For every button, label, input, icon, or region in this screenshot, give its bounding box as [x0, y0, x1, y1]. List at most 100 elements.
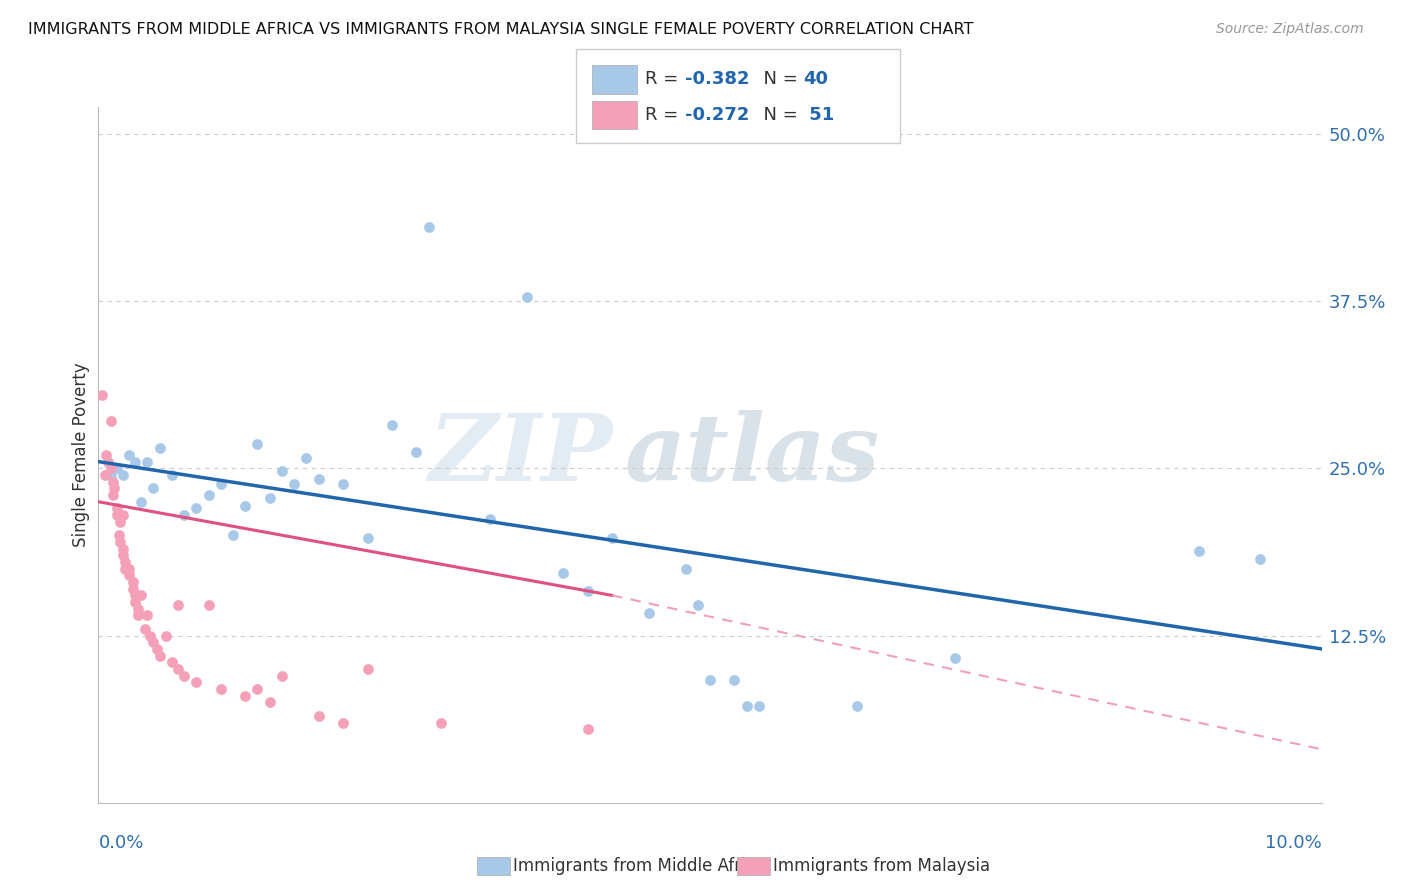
Text: N =: N =	[752, 70, 804, 88]
Point	[723, 673, 745, 687]
Point	[134, 622, 156, 636]
Text: N =: N =	[752, 106, 804, 124]
Point	[167, 598, 190, 612]
Point	[259, 491, 281, 505]
Point	[114, 562, 136, 576]
Y-axis label: Single Female Poverty: Single Female Poverty	[72, 363, 90, 547]
Point	[943, 651, 966, 665]
Point	[197, 598, 219, 612]
Point	[295, 450, 318, 465]
Point	[259, 696, 281, 710]
Text: 0.0%: 0.0%	[98, 834, 143, 852]
Point	[124, 589, 146, 603]
Point	[1249, 552, 1271, 566]
Text: -0.272: -0.272	[685, 106, 749, 124]
Point	[356, 662, 378, 676]
Text: atlas: atlas	[624, 410, 880, 500]
Point	[576, 723, 599, 737]
Point	[478, 512, 501, 526]
Point	[127, 608, 149, 623]
Point	[100, 461, 122, 475]
Point	[699, 673, 721, 687]
Point	[186, 501, 208, 516]
Point	[233, 499, 256, 513]
Point	[233, 689, 256, 703]
Text: Immigrants from Malaysia: Immigrants from Malaysia	[773, 857, 990, 875]
Point	[246, 437, 269, 451]
Point	[93, 468, 115, 483]
Point	[136, 455, 159, 469]
Point	[111, 508, 134, 523]
Text: 51: 51	[803, 106, 834, 124]
Point	[100, 468, 122, 483]
Point	[111, 548, 134, 563]
Point	[118, 562, 141, 576]
Point	[142, 635, 165, 649]
Text: R =: R =	[645, 70, 685, 88]
Point	[118, 568, 141, 582]
Point	[103, 482, 125, 496]
Point	[124, 455, 146, 469]
Point	[114, 555, 136, 569]
Point	[121, 575, 143, 590]
Point	[576, 584, 599, 599]
Point	[186, 675, 208, 690]
Point	[332, 477, 354, 491]
Point	[332, 715, 354, 730]
Point	[149, 648, 172, 663]
Point	[136, 608, 159, 623]
Point	[356, 531, 378, 545]
Point	[308, 708, 330, 723]
Point	[111, 468, 134, 483]
Text: ZIP: ZIP	[427, 410, 612, 500]
Point	[124, 595, 146, 609]
Point	[129, 494, 152, 508]
Text: Source: ZipAtlas.com: Source: ZipAtlas.com	[1216, 22, 1364, 37]
Text: R =: R =	[645, 106, 685, 124]
Point	[405, 445, 427, 459]
Point	[94, 448, 117, 462]
Point	[127, 602, 149, 616]
Point	[121, 582, 143, 596]
Point	[283, 477, 305, 491]
Point	[155, 628, 177, 642]
Point	[167, 662, 190, 676]
Point	[160, 468, 183, 483]
Point	[160, 655, 183, 669]
Point	[142, 482, 165, 496]
Point	[1188, 544, 1211, 558]
Text: Immigrants from Middle Africa: Immigrants from Middle Africa	[513, 857, 765, 875]
Text: 40: 40	[803, 70, 828, 88]
Point	[418, 220, 440, 235]
Point	[553, 566, 575, 580]
Point	[845, 699, 868, 714]
Point	[173, 669, 195, 683]
Point	[197, 488, 219, 502]
Point	[110, 515, 132, 529]
Text: -0.382: -0.382	[685, 70, 749, 88]
Text: 10.0%: 10.0%	[1265, 834, 1322, 852]
Point	[209, 477, 232, 491]
Point	[308, 472, 330, 486]
Point	[246, 681, 269, 696]
Point	[516, 290, 538, 304]
Point	[97, 455, 120, 469]
Point	[222, 528, 245, 542]
Point	[101, 475, 124, 489]
Point	[381, 418, 404, 433]
Point	[173, 508, 195, 523]
Point	[129, 589, 152, 603]
Point	[100, 415, 122, 429]
Point	[209, 681, 232, 696]
Point	[139, 628, 162, 642]
Point	[110, 535, 132, 549]
Text: IMMIGRANTS FROM MIDDLE AFRICA VS IMMIGRANTS FROM MALAYSIA SINGLE FEMALE POVERTY : IMMIGRANTS FROM MIDDLE AFRICA VS IMMIGRA…	[28, 22, 973, 37]
Point	[735, 699, 758, 714]
Point	[686, 598, 709, 612]
Point	[105, 461, 128, 475]
Point	[146, 642, 169, 657]
Point	[118, 448, 141, 462]
Point	[637, 606, 661, 620]
Point	[430, 715, 453, 730]
Point	[101, 488, 124, 502]
